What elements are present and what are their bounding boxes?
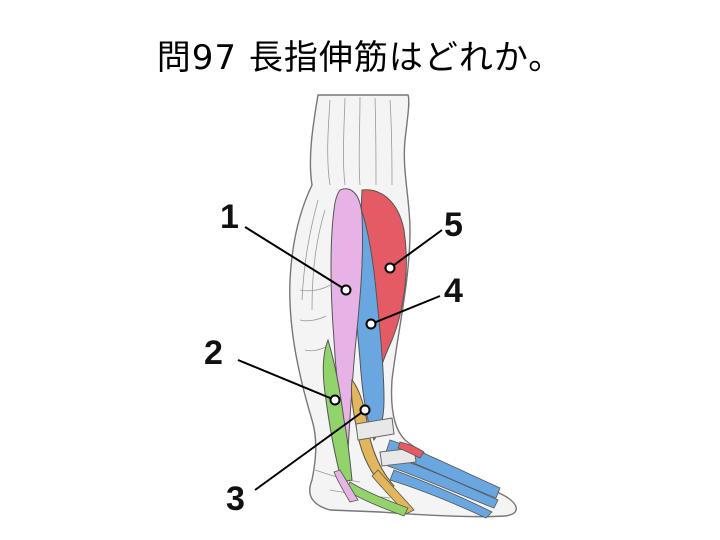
leader-line-5 — [389, 229, 443, 269]
leader-line-3 — [254, 409, 366, 491]
label-4: 4 — [444, 272, 463, 310]
marker-4 — [365, 318, 377, 330]
label-2: 2 — [204, 334, 223, 372]
marker-3 — [359, 404, 371, 416]
label-markers — [329, 262, 396, 416]
marker-2 — [329, 394, 341, 406]
leader-line-2 — [237, 359, 336, 401]
leader-line-1 — [244, 226, 347, 291]
marker-5 — [384, 262, 396, 274]
label-1: 1 — [220, 198, 239, 236]
foot-accent — [397, 441, 425, 459]
label-5: 5 — [444, 206, 463, 244]
retinaculum-bands — [355, 417, 417, 467]
leader-line-4 — [370, 295, 441, 325]
label-3: 3 — [226, 480, 245, 518]
marker-1 — [340, 284, 352, 296]
question-title: 問97 長指伸筋はどれか。 — [156, 38, 564, 78]
leader-lines — [237, 226, 443, 491]
